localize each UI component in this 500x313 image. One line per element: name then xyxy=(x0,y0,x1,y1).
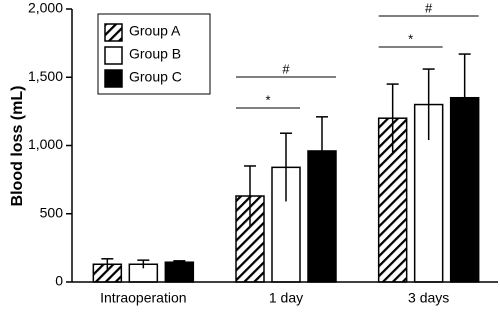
x-tick-label: 1 day xyxy=(269,290,303,306)
error-bar xyxy=(280,132,292,202)
y-tick-label: 1,500 xyxy=(28,68,63,84)
significance-label: * xyxy=(265,92,270,107)
bar xyxy=(164,261,195,283)
significance-label: * xyxy=(408,31,413,46)
significance-label: # xyxy=(425,0,433,15)
y-tick-label: 0 xyxy=(55,273,63,289)
legend-label: Group C xyxy=(129,69,182,85)
error-bar xyxy=(173,260,186,264)
legend-label: Group A xyxy=(129,23,181,39)
y-axis-label: Blood loss (mL) xyxy=(9,86,26,207)
error-bar xyxy=(458,53,471,142)
error-bar xyxy=(244,165,256,227)
y-tick-label: 500 xyxy=(40,204,64,220)
error-bar xyxy=(316,116,328,186)
legend-swatch xyxy=(104,23,123,42)
error-bar xyxy=(422,68,435,141)
significance-label: # xyxy=(282,61,290,76)
legend-swatch xyxy=(104,69,123,88)
x-tick-label: 3 days xyxy=(408,290,449,306)
error-bar xyxy=(137,259,150,269)
legend-swatch xyxy=(104,46,123,65)
error-bar xyxy=(101,258,114,270)
error-bar xyxy=(386,83,399,153)
x-tick-label: Intraoperation xyxy=(100,290,186,306)
y-tick-label: 1,000 xyxy=(28,136,63,152)
legend-label: Group B xyxy=(129,46,181,62)
y-tick-label: 2,000 xyxy=(28,0,63,16)
